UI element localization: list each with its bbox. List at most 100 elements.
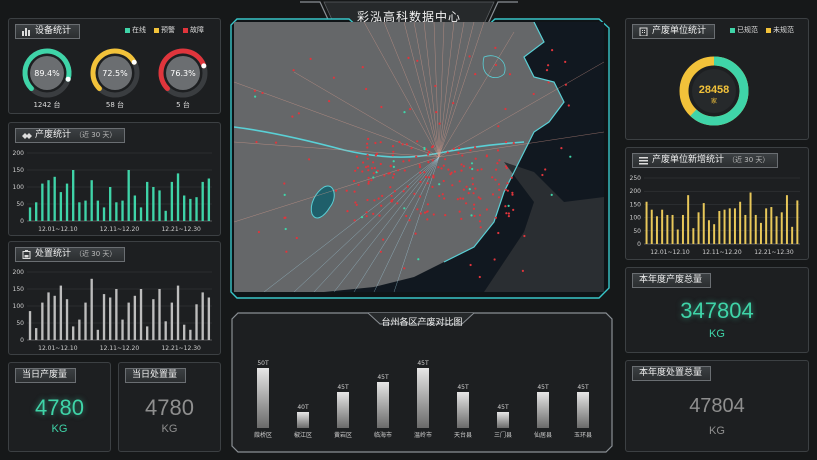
map-point xyxy=(335,189,338,192)
map-point xyxy=(460,217,463,220)
map-point xyxy=(473,214,476,218)
map-point xyxy=(393,173,396,176)
daily-production-title: 当日产废量 xyxy=(15,368,77,383)
map-point xyxy=(345,189,348,192)
map-point xyxy=(434,84,437,88)
gauge-arc xyxy=(158,48,207,92)
legend-item[interactable]: 在线 xyxy=(125,25,146,35)
bar xyxy=(121,200,124,221)
map-point xyxy=(423,146,426,150)
map-point xyxy=(505,212,508,215)
y-tick-label: 0 xyxy=(20,337,24,344)
bar xyxy=(65,299,69,340)
bar xyxy=(170,181,174,221)
map-point xyxy=(426,210,429,213)
map-point xyxy=(441,193,444,196)
map-point xyxy=(471,183,474,186)
flow-line xyxy=(423,22,440,158)
map-view[interactable] xyxy=(234,22,604,292)
map-point xyxy=(545,69,549,72)
map-point xyxy=(494,46,497,49)
district-value-label: 45T xyxy=(417,360,429,367)
map-point xyxy=(458,180,461,183)
map-point xyxy=(444,214,447,217)
district-bar xyxy=(537,392,549,428)
map-point xyxy=(379,141,382,144)
bar xyxy=(158,289,161,340)
map-point xyxy=(379,162,382,166)
map-points xyxy=(253,46,572,279)
map-point xyxy=(382,238,385,241)
bar xyxy=(59,285,63,340)
map-point xyxy=(406,185,409,188)
map-point xyxy=(428,176,431,179)
map-point xyxy=(332,76,335,79)
bar xyxy=(127,170,130,221)
y-tick-label: 0 xyxy=(637,241,641,248)
flow-line xyxy=(438,31,515,158)
new-units-panel: 产废单位新增统计 （近 30 天） 250 200 150 100 50 0 12.01~1… xyxy=(625,147,809,260)
map-point xyxy=(426,218,429,221)
device-panel: 设备统计 在线 预警 故障 89.4% 1242 台 72.5% 58 台 76.3% 5 台 xyxy=(8,18,221,114)
legend-item[interactable]: 未规范 xyxy=(766,25,794,35)
map-point xyxy=(367,176,370,179)
units-panel: 产废单位统计 已规范 未规范 28458 家 xyxy=(625,18,809,140)
gauge-marker xyxy=(201,63,207,69)
map-point xyxy=(361,66,364,69)
map-point xyxy=(468,166,472,169)
map-point xyxy=(491,176,494,179)
daily-disposal-value: 4780 xyxy=(145,395,194,420)
x-tick-label: 12.01~12.10 xyxy=(38,226,78,233)
annual-production-value: 347804 xyxy=(680,298,754,323)
legend-swatch xyxy=(183,27,188,33)
map-point xyxy=(416,59,419,62)
map-point xyxy=(567,104,570,107)
map-point xyxy=(468,188,471,191)
map-point xyxy=(427,161,430,164)
bar xyxy=(139,289,143,340)
map-point xyxy=(496,162,499,165)
legend-item[interactable]: 预警 xyxy=(154,25,175,35)
bar xyxy=(65,183,69,221)
map-point xyxy=(353,190,356,193)
district-name: 天台县 xyxy=(454,431,472,439)
map-point xyxy=(452,102,455,105)
donut-unit: 家 xyxy=(711,97,717,105)
map-point xyxy=(491,193,495,196)
map-point xyxy=(462,197,465,200)
legend-item[interactable]: 已规范 xyxy=(730,25,758,35)
map-point xyxy=(523,234,526,238)
map-point xyxy=(365,87,368,91)
bar xyxy=(41,183,44,221)
donut-segment-normalized xyxy=(679,56,749,126)
bar xyxy=(164,210,167,221)
flow-line xyxy=(293,71,440,158)
bar xyxy=(189,329,192,340)
map-point xyxy=(354,169,357,172)
production-chart: 200 150 100 50 0 12.01~12.10 12.11~12.20 12.21~… xyxy=(13,150,212,233)
island xyxy=(482,55,506,78)
bar xyxy=(201,292,204,340)
map-point xyxy=(402,190,405,193)
map-point xyxy=(544,168,547,171)
district-value-label: 45T xyxy=(577,384,589,391)
map-point xyxy=(507,204,510,207)
map-point xyxy=(284,227,287,231)
bar xyxy=(785,195,788,244)
map-point xyxy=(389,165,392,168)
map-point xyxy=(504,165,507,168)
map-point xyxy=(510,176,513,179)
district-bar xyxy=(577,392,589,428)
map-point xyxy=(451,184,454,187)
map-point xyxy=(443,197,446,200)
map-point xyxy=(401,143,404,146)
bar xyxy=(121,319,124,340)
bar xyxy=(733,208,736,244)
bar xyxy=(78,319,81,340)
legend-item[interactable]: 故障 xyxy=(183,25,204,35)
bar xyxy=(195,197,198,221)
map-point xyxy=(391,154,394,157)
bar xyxy=(676,229,679,244)
bar xyxy=(645,201,648,244)
bar xyxy=(207,297,211,340)
